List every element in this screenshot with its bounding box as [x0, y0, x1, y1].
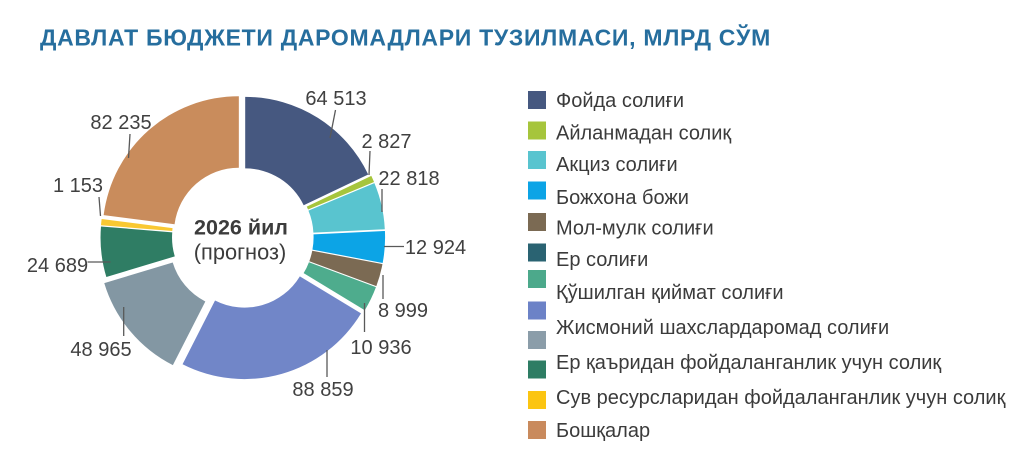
svg-text:Мол-мулк солиғи: Мол-мулк солиғи: [556, 218, 714, 240]
svg-text:ДАВЛАТ БЮДЖЕТИ ДАРОМАДЛАРИ ТУЗ: ДАВЛАТ БЮДЖЕТИ ДАРОМАДЛАРИ ТУЗИЛМАСИ, МЛ…: [40, 24, 771, 51]
svg-text:Ер қаъридан фойдаланганлик учу: Ер қаъридан фойдаланганлик учун солиқ: [556, 352, 941, 374]
svg-text:Ер солиғи: Ер солиғи: [556, 249, 648, 271]
svg-text:Қўшилган қиймат солиғи: Қўшилган қиймат солиғи: [556, 282, 784, 304]
svg-text:Сув ресурсларидан фойдаланганл: Сув ресурсларидан фойдаланганлик учун со…: [556, 387, 1006, 409]
svg-text:Айланмадан солиқ: Айланмадан солиқ: [556, 123, 731, 145]
svg-text:Божхона божи: Божхона божи: [556, 187, 689, 209]
svg-text:1 153: 1 153: [53, 175, 103, 197]
svg-text:64 513: 64 513: [305, 88, 366, 110]
svg-text:10 936: 10 936: [350, 337, 411, 359]
svg-text:22 818: 22 818: [378, 168, 439, 190]
svg-text:12 924: 12 924: [405, 237, 466, 259]
svg-text:48 965: 48 965: [70, 339, 131, 361]
svg-text:(прогноз): (прогноз): [194, 240, 286, 265]
svg-text:Акциз солиғи: Акциз солиғи: [556, 154, 678, 176]
svg-text:2 827: 2 827: [361, 131, 411, 153]
svg-text:Фойда солиғи: Фойда солиғи: [556, 90, 684, 112]
svg-text:Бошқалар: Бошқалар: [556, 420, 650, 442]
svg-text:8 999: 8 999: [378, 300, 428, 322]
svg-text:Жисмоний шахслардаромад солиғи: Жисмоний шахслардаромад солиғи: [556, 317, 889, 339]
svg-text:88 859: 88 859: [292, 379, 353, 401]
svg-text:24 689: 24 689: [27, 255, 88, 277]
svg-text:2026 йил: 2026 йил: [194, 216, 288, 240]
svg-text:82 235: 82 235: [90, 112, 151, 134]
